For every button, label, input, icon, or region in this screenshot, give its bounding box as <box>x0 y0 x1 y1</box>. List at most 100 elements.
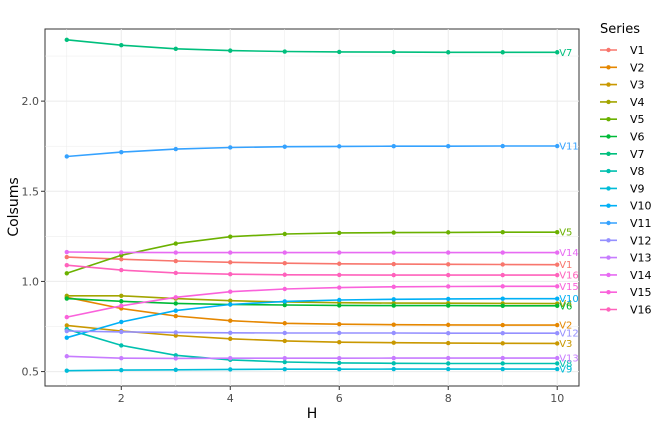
data-point <box>119 343 124 348</box>
data-point <box>228 302 233 307</box>
data-point <box>228 250 233 255</box>
data-point <box>282 321 287 326</box>
data-point <box>64 323 69 328</box>
data-point <box>337 285 342 290</box>
data-point <box>282 231 287 237</box>
series-line <box>66 297 558 339</box>
data-point <box>282 367 287 372</box>
data-point <box>446 143 451 149</box>
x-tick-label: 10 <box>550 392 564 405</box>
data-point <box>500 303 505 308</box>
series-end-label: V6 <box>559 301 572 312</box>
data-point <box>173 308 178 313</box>
data-point <box>64 354 69 359</box>
legend-item-v16: V16 <box>600 304 652 317</box>
legend-key-point <box>606 151 611 156</box>
data-point <box>282 359 287 365</box>
data-point <box>391 322 396 327</box>
data-point <box>119 267 124 273</box>
series-end-label: V5 <box>559 228 572 239</box>
data-point <box>173 270 178 276</box>
legend-item-v14: V14 <box>600 269 652 282</box>
data-point <box>555 330 560 336</box>
data-point <box>119 250 124 255</box>
data-point <box>500 322 505 328</box>
data-point <box>446 355 451 361</box>
data-point <box>555 284 560 289</box>
data-point <box>119 303 124 308</box>
legend-label: V10 <box>630 200 652 213</box>
x-tick-label: 6 <box>336 392 343 405</box>
series-line <box>66 264 558 276</box>
data-point <box>446 322 451 328</box>
legend-item-v3: V3 <box>600 79 645 92</box>
data-point <box>228 336 233 341</box>
series-v5 <box>64 230 560 276</box>
series-line <box>66 256 558 266</box>
data-point <box>282 250 287 255</box>
data-point <box>282 144 287 149</box>
series-end-label: V7 <box>559 48 572 59</box>
data-point <box>173 146 178 152</box>
legend-label: V1 <box>630 44 645 57</box>
data-point <box>282 302 287 308</box>
data-point <box>228 356 233 361</box>
series-v16 <box>64 262 560 278</box>
data-point <box>446 50 451 55</box>
data-point <box>119 329 124 335</box>
data-point <box>391 261 396 267</box>
x-axis-ticks: 2 4 6 8 10 <box>118 386 564 405</box>
data-point <box>500 366 505 372</box>
data-point <box>446 272 451 278</box>
data-point <box>391 340 396 345</box>
data-point <box>64 335 69 340</box>
series-end-label: V3 <box>559 339 572 350</box>
series-line <box>66 285 558 318</box>
series-line <box>66 324 558 345</box>
legend-item-v10: V10 <box>600 200 652 213</box>
series-v14 <box>64 249 560 255</box>
data-point <box>391 230 396 235</box>
legend-item-v6: V6 <box>600 131 645 144</box>
data-point <box>282 299 287 304</box>
series-v7 <box>64 37 560 55</box>
legend-item-v8: V8 <box>600 165 645 178</box>
legend-label: V9 <box>630 182 645 195</box>
data-point <box>64 314 69 320</box>
data-point <box>64 254 69 260</box>
y-tick-label: 2.0 <box>22 95 40 108</box>
data-point <box>555 366 560 372</box>
legend-key-point <box>606 47 611 53</box>
data-point <box>555 262 560 267</box>
data-point <box>282 330 287 336</box>
series-line <box>66 355 558 360</box>
legend-label: V6 <box>630 131 645 144</box>
data-point <box>391 284 396 290</box>
data-point <box>173 367 178 372</box>
series-line <box>66 368 558 372</box>
series-v3 <box>64 323 560 346</box>
legend-key-point <box>606 82 611 87</box>
legend-item-v9: V9 <box>600 182 645 195</box>
data-point <box>337 367 342 372</box>
data-point <box>391 143 396 149</box>
data-point <box>119 257 124 262</box>
legend-label: V5 <box>630 113 645 126</box>
legend-key-point <box>606 117 611 122</box>
data-point <box>173 353 178 358</box>
data-point <box>337 339 342 345</box>
data-point <box>64 249 69 255</box>
data-point <box>555 50 560 55</box>
data-point <box>446 284 451 289</box>
data-point <box>500 355 505 361</box>
legend-key-point <box>606 272 611 278</box>
series-end-label: V9 <box>559 365 572 376</box>
legend-key-point <box>606 290 611 295</box>
legend-key-point <box>606 238 611 243</box>
legend-key-point <box>606 99 611 105</box>
legend-item-v11: V11 <box>600 217 652 230</box>
data-point <box>337 230 342 236</box>
data-point <box>446 296 451 302</box>
